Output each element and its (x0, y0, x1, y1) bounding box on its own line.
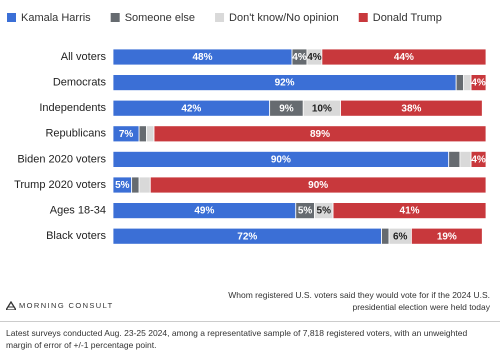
data-label: 90% (271, 155, 291, 166)
bar-segment (470, 74, 487, 91)
data-label: 44% (394, 52, 414, 63)
data-label: 7% (119, 129, 134, 140)
category-label: Black voters (46, 230, 106, 242)
data-label: 92% (275, 78, 295, 89)
data-label: 4% (307, 52, 322, 63)
data-label: 48% (193, 52, 213, 63)
data-label: 4% (471, 155, 486, 166)
legend-swatch (110, 13, 120, 22)
data-label: 10% (312, 103, 332, 114)
data-label: 4% (292, 52, 307, 63)
category-label: Biden 2020 voters (17, 153, 106, 165)
logo-icon (6, 301, 16, 310)
note: Whom registered U.S. voters said they wo… (228, 290, 490, 312)
bar-segment (448, 150, 461, 168)
bar-segment (340, 99, 483, 117)
data-label: 19% (437, 231, 457, 242)
bar-segment (153, 125, 487, 143)
data-label: 41% (400, 206, 420, 217)
category-label: Ages 18-34 (50, 205, 106, 217)
bar-segment (463, 74, 472, 91)
bar-segment (332, 202, 487, 220)
data-label: 90% (308, 180, 328, 191)
chart: Kamala Harris Someone else Don't know/No o… (7, 12, 487, 245)
data-label: 4% (471, 78, 486, 89)
bar-segment (138, 125, 147, 143)
data-label: 5% (317, 206, 332, 217)
data-label: 5% (115, 180, 130, 191)
data-label: 72% (237, 231, 257, 242)
bar-segment (321, 48, 487, 66)
legend-label: Donald Trump (373, 12, 442, 24)
category-label: Trump 2020 voters (14, 179, 106, 191)
data-label: 89% (310, 129, 330, 140)
category-label: Independents (39, 102, 106, 114)
bar-segment (146, 125, 155, 143)
data-label: 5% (298, 206, 313, 217)
legend-label: Someone else (125, 12, 195, 24)
bar-segment (381, 227, 390, 245)
divider (0, 321, 500, 322)
bar-segment (131, 176, 140, 194)
bar-segment (149, 176, 487, 194)
data-label: 9% (279, 103, 294, 114)
data-label: 6% (393, 231, 408, 242)
category-label: All voters (61, 51, 107, 63)
source: Latest surveys conducted Aug. 23-25 2024… (6, 328, 468, 350)
category-label: Democrats (53, 77, 107, 89)
bar-segment (455, 74, 465, 91)
data-label: 49% (194, 206, 214, 217)
bar-segment (470, 150, 487, 168)
legend-label: Kamala Harris (21, 12, 91, 24)
category-label: Republicans (45, 128, 106, 140)
data-label: 38% (401, 103, 421, 114)
logo-text: MORNING CONSULT (19, 301, 114, 310)
logo: MORNING CONSULT (6, 301, 114, 310)
bar-segment (459, 150, 472, 168)
legend-swatch (7, 13, 16, 22)
legend-swatch (358, 13, 368, 22)
data-label: 42% (181, 103, 201, 114)
legend-swatch (215, 13, 225, 22)
bar-segment (410, 227, 483, 245)
bar-segment (138, 176, 151, 194)
legend-label: Don't know/No opinion (229, 12, 339, 24)
